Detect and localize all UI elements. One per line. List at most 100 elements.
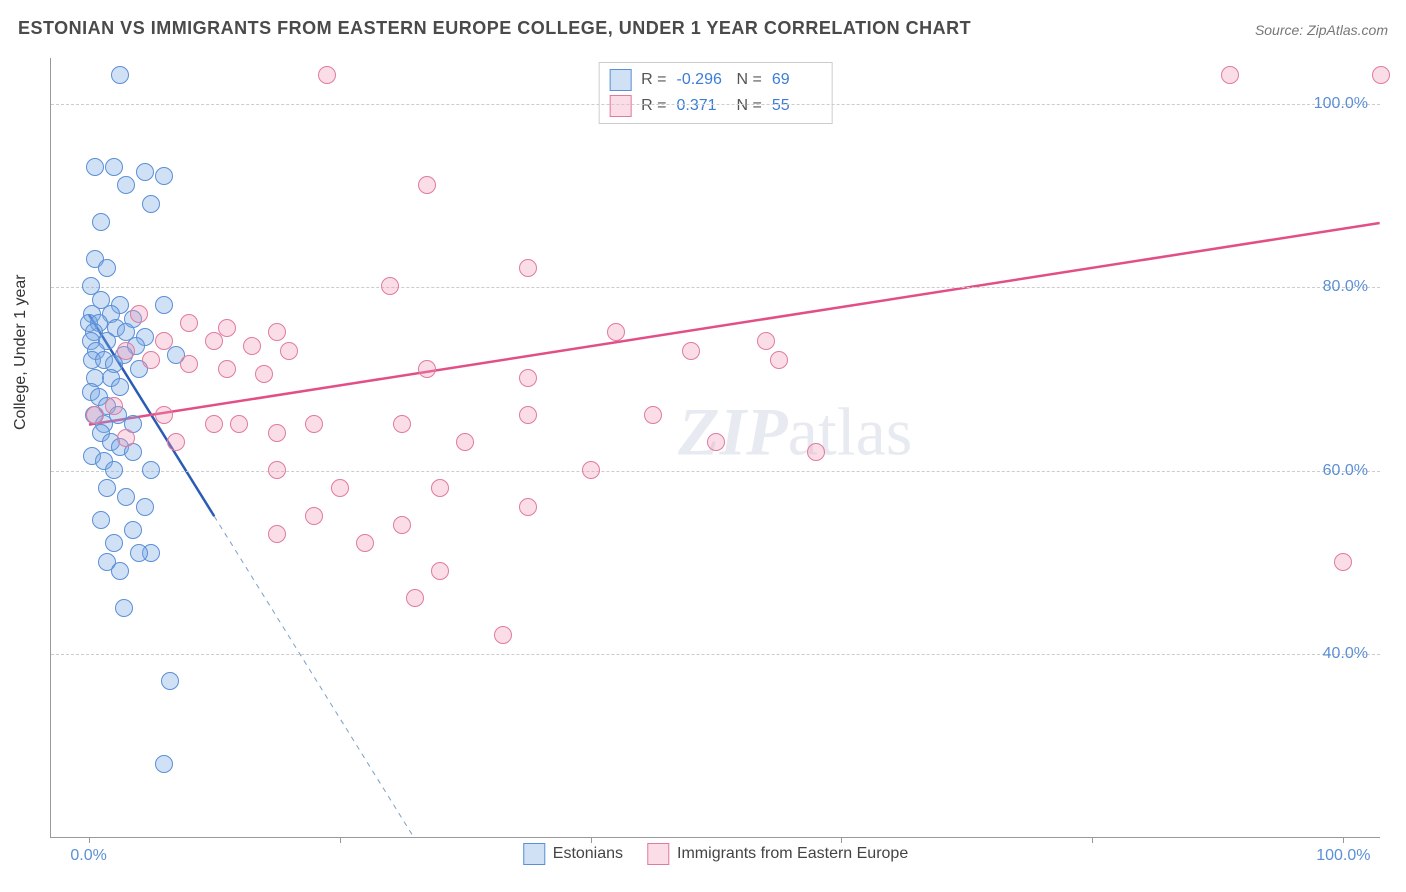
legend-item-estonians: Estonians xyxy=(523,843,623,865)
y-axis-label: College, Under 1 year xyxy=(12,274,30,430)
scatter-point xyxy=(130,544,148,562)
chart-title: ESTONIAN VS IMMIGRANTS FROM EASTERN EURO… xyxy=(18,18,971,39)
scatter-point xyxy=(268,424,286,442)
n-label: N = xyxy=(737,71,762,89)
scatter-point xyxy=(255,365,273,383)
scatter-point xyxy=(92,511,110,529)
legend-swatch-immigrants xyxy=(647,843,669,865)
scatter-point xyxy=(205,415,223,433)
scatter-point xyxy=(519,259,537,277)
scatter-point xyxy=(180,355,198,373)
scatter-point xyxy=(418,176,436,194)
scatter-point xyxy=(243,337,261,355)
scatter-point xyxy=(142,461,160,479)
n-value-1: 69 xyxy=(772,71,822,89)
scatter-point xyxy=(136,163,154,181)
scatter-point xyxy=(167,433,185,451)
legend-swatch-estonians xyxy=(523,843,545,865)
scatter-point xyxy=(305,415,323,433)
scatter-point xyxy=(393,415,411,433)
scatter-point xyxy=(92,213,110,231)
scatter-point xyxy=(644,406,662,424)
scatter-point xyxy=(456,433,474,451)
legend-series: Estonians Immigrants from Eastern Europe xyxy=(523,843,908,865)
scatter-point xyxy=(218,360,236,378)
scatter-point xyxy=(115,599,133,617)
scatter-point xyxy=(111,562,129,580)
scatter-point xyxy=(205,332,223,350)
r-value-2: 0.371 xyxy=(677,97,727,115)
scatter-point xyxy=(155,755,173,773)
scatter-point xyxy=(682,342,700,360)
scatter-point xyxy=(161,672,179,690)
y-tick-label: 60.0% xyxy=(1323,462,1368,480)
scatter-point xyxy=(268,323,286,341)
scatter-point xyxy=(180,314,198,332)
scatter-point xyxy=(331,479,349,497)
watermark-zip: ZIP xyxy=(678,393,788,469)
r-value-1: -0.296 xyxy=(677,71,727,89)
scatter-point xyxy=(431,562,449,580)
scatter-point xyxy=(155,406,173,424)
legend-item-immigrants: Immigrants from Eastern Europe xyxy=(647,843,908,865)
scatter-point xyxy=(136,498,154,516)
legend-label-estonians: Estonians xyxy=(553,845,623,863)
legend-stats-row-2: R = 0.371 N = 55 xyxy=(609,93,822,119)
scatter-point xyxy=(406,589,424,607)
scatter-point xyxy=(757,332,775,350)
scatter-point xyxy=(142,195,160,213)
chart-plot-area: ZIPatlas R = -0.296 N = 69 R = 0.371 N =… xyxy=(50,58,1380,838)
scatter-point xyxy=(155,296,173,314)
scatter-point xyxy=(105,397,123,415)
scatter-point xyxy=(1221,66,1239,84)
n-value-2: 55 xyxy=(772,97,822,115)
scatter-point xyxy=(130,305,148,323)
x-tick xyxy=(1343,837,1344,843)
scatter-point xyxy=(807,443,825,461)
gridline xyxy=(51,654,1380,655)
scatter-point xyxy=(86,406,104,424)
scatter-point xyxy=(117,429,135,447)
scatter-point xyxy=(98,479,116,497)
scatter-point xyxy=(1372,66,1390,84)
scatter-point xyxy=(117,176,135,194)
scatter-point xyxy=(770,351,788,369)
scatter-point xyxy=(268,461,286,479)
scatter-point xyxy=(105,461,123,479)
scatter-point xyxy=(105,534,123,552)
scatter-point xyxy=(230,415,248,433)
scatter-point xyxy=(117,342,135,360)
r-label: R = xyxy=(641,97,666,115)
scatter-point xyxy=(431,479,449,497)
x-tick xyxy=(591,837,592,843)
x-tick xyxy=(1092,837,1093,843)
legend-stats: R = -0.296 N = 69 R = 0.371 N = 55 xyxy=(598,62,833,124)
x-tick xyxy=(340,837,341,843)
scatter-point xyxy=(105,158,123,176)
x-tick xyxy=(89,837,90,843)
scatter-point xyxy=(318,66,336,84)
y-tick-label: 40.0% xyxy=(1323,645,1368,663)
scatter-point xyxy=(98,259,116,277)
scatter-point xyxy=(111,66,129,84)
scatter-point xyxy=(418,360,436,378)
scatter-point xyxy=(519,369,537,387)
scatter-point xyxy=(607,323,625,341)
y-tick-label: 80.0% xyxy=(1323,278,1368,296)
scatter-point xyxy=(519,406,537,424)
scatter-point xyxy=(519,498,537,516)
watermark-atlas: atlas xyxy=(788,393,913,469)
x-tick xyxy=(841,837,842,843)
scatter-point xyxy=(268,525,286,543)
scatter-point xyxy=(117,488,135,506)
legend-swatch-estonians xyxy=(609,69,631,91)
watermark: ZIPatlas xyxy=(678,392,912,471)
scatter-point xyxy=(86,158,104,176)
n-label: N = xyxy=(737,97,762,115)
scatter-point xyxy=(356,534,374,552)
x-tick-label: 0.0% xyxy=(70,847,106,865)
scatter-point xyxy=(155,332,173,350)
legend-stats-row-1: R = -0.296 N = 69 xyxy=(609,67,822,93)
scatter-point xyxy=(381,277,399,295)
source-label: Source: ZipAtlas.com xyxy=(1255,22,1388,38)
